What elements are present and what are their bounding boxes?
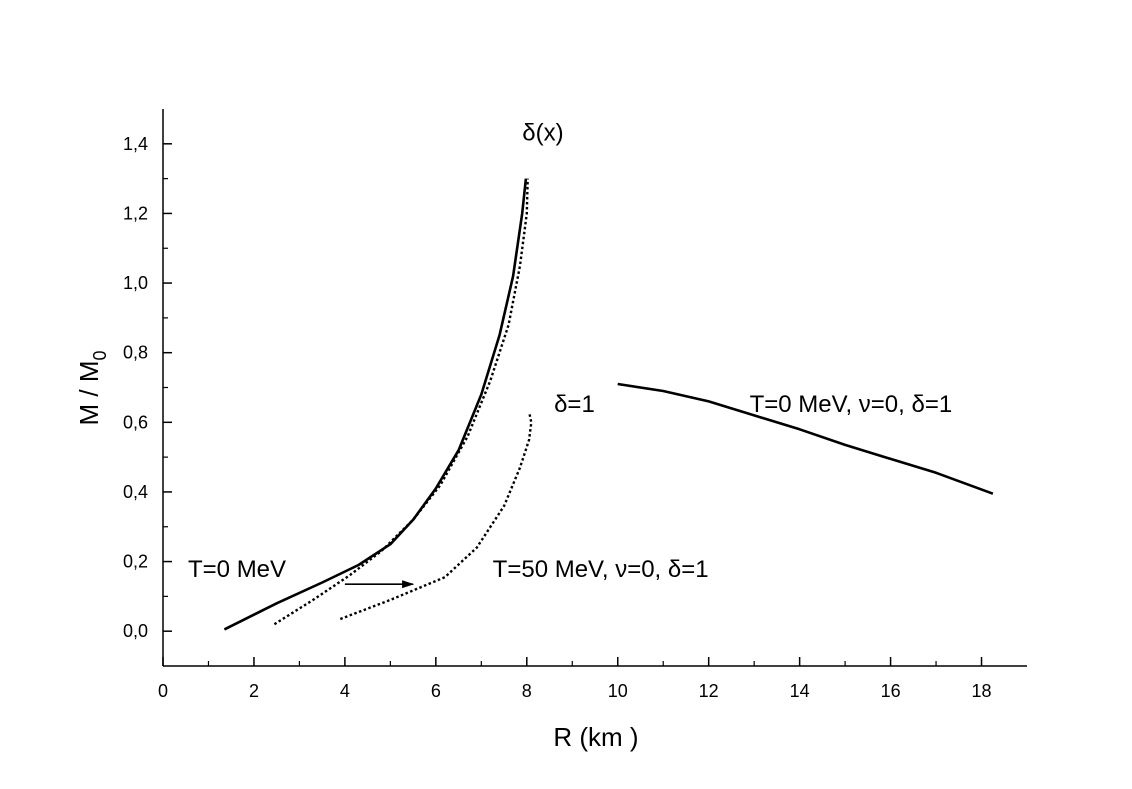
series-group (223, 178, 994, 631)
x-tick-label: 18 (972, 681, 992, 701)
tick-marks: 0 2 4 6 8 10 12 14 16 18 0,0 0,2 0,4 0,6 0,8 1,0 1,2 1,4 (123, 134, 992, 701)
y-tick-label: 1,4 (123, 134, 148, 154)
annotation-label: δ=1 (554, 391, 595, 418)
y-tick-label: 0,0 (123, 621, 148, 641)
x-tick-label: 14 (790, 681, 810, 701)
annotation-label: δ(x) (522, 119, 563, 146)
annotations: δ(x) δ=1 T=0 MeV, ν=0, δ=1 T=0 MeV T=50 MeV,… (188, 119, 953, 589)
x-axis-label: R (km ) (553, 722, 638, 752)
y-tick-label: 1,0 (123, 273, 148, 293)
x-tick-label: 16 (881, 681, 901, 701)
y-tick-label: 0,2 (123, 552, 148, 572)
y-tick-label: 1,2 (123, 203, 148, 223)
x-tick-label: 2 (249, 681, 259, 701)
series-line-3 (339, 411, 533, 621)
x-tick-label: 12 (699, 681, 719, 701)
annotation-label: T=0 MeV (188, 556, 286, 583)
y-axis-label-group: M / M0 (74, 350, 110, 425)
annotation-label: T=0 MeV, ν=0, δ=1 (750, 391, 953, 418)
y-tick-label: 0,8 (123, 343, 148, 363)
x-tick-label: 10 (608, 681, 628, 701)
series-line-2 (273, 178, 529, 626)
series-line-4 (617, 382, 994, 495)
y-tick-label: 0,4 (123, 482, 148, 502)
x-tick-label: 6 (431, 681, 441, 701)
y-axis-label: M / M0 (74, 350, 110, 425)
x-tick-label: 0 (158, 681, 168, 701)
annotation-label: T=50 MeV, ν=0, δ=1 (493, 556, 709, 583)
y-tick-label: 0,6 (123, 412, 148, 432)
x-tick-label: 8 (522, 681, 532, 701)
series-line-1 (223, 178, 528, 631)
y-axis-label-subscript: 0 (90, 350, 110, 360)
x-tick-label: 4 (340, 681, 350, 701)
